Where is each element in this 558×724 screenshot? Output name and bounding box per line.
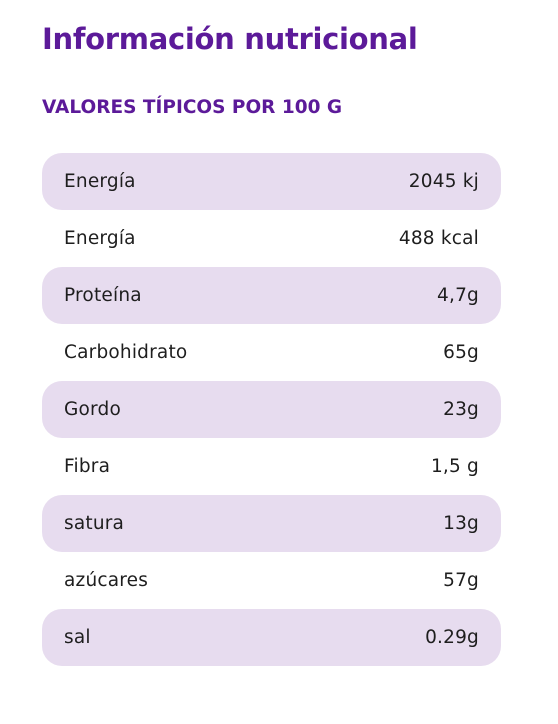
row-label: azúcares bbox=[64, 570, 149, 591]
row-value: 0.29g bbox=[425, 627, 479, 648]
table-row: Carbohidrato 65g bbox=[42, 324, 501, 381]
row-value: 488 kcal bbox=[398, 228, 479, 249]
table-row: satura 13g bbox=[42, 495, 501, 552]
nutrition-table: Energía 2045 kj Energía 488 kcal Proteín… bbox=[42, 153, 501, 666]
row-value: 1,5 g bbox=[430, 456, 479, 477]
row-label: Fibra bbox=[64, 456, 111, 477]
row-value: 23g bbox=[443, 399, 479, 420]
row-label: satura bbox=[64, 513, 125, 534]
table-row: Energía 488 kcal bbox=[42, 210, 501, 267]
section-subtitle: VALORES TÍPICOS POR 100 G bbox=[42, 97, 343, 118]
row-label: Gordo bbox=[64, 399, 121, 420]
row-value: 4,7g bbox=[437, 285, 479, 306]
row-label: sal bbox=[64, 627, 91, 648]
row-value: 65g bbox=[443, 342, 479, 363]
page-title: Información nutricional bbox=[42, 22, 418, 56]
row-label: Carbohidrato bbox=[64, 342, 188, 363]
table-row: Fibra 1,5 g bbox=[42, 438, 501, 495]
row-label: Proteína bbox=[64, 285, 142, 306]
row-label: Energía bbox=[64, 228, 136, 249]
row-label: Energía bbox=[64, 171, 136, 192]
table-row: azúcares 57g bbox=[42, 552, 501, 609]
table-row: sal 0.29g bbox=[42, 609, 501, 666]
row-value: 57g bbox=[443, 570, 479, 591]
table-row: Energía 2045 kj bbox=[42, 153, 501, 210]
row-value: 2045 kj bbox=[408, 171, 479, 192]
table-row: Proteína 4,7g bbox=[42, 267, 501, 324]
table-row: Gordo 23g bbox=[42, 381, 501, 438]
row-value: 13g bbox=[443, 513, 479, 534]
